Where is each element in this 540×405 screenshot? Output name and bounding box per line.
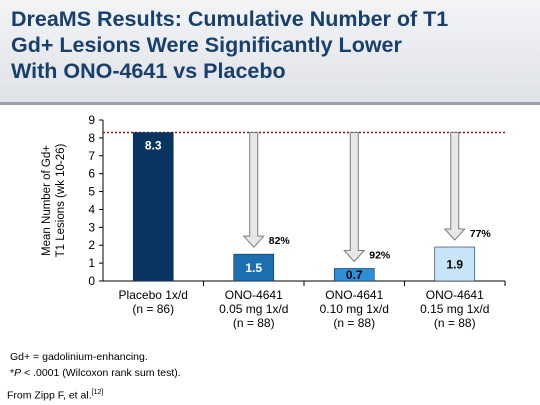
percent-reduction-label: 77% — [470, 228, 492, 240]
reduction-arrow — [443, 132, 466, 241]
bar-value-label: 1.5 — [245, 261, 262, 275]
title-band — [0, 0, 540, 102]
y-tick-label: 5 — [88, 185, 95, 199]
bar — [132, 132, 174, 282]
reduction-arrow — [343, 132, 366, 263]
title-line-1: DreaMS Results: Cumulative Number of T1 — [11, 7, 449, 31]
y-tick-label: 9 — [88, 113, 95, 127]
y-tick-label: 3 — [88, 220, 95, 234]
percent-reduction-label: 82% — [269, 235, 291, 247]
bar — [434, 246, 476, 282]
title-line-2: Gd+ Lesions Were Significantly Lower — [11, 33, 402, 57]
title-line-3: With ONO-4641 vs Placebo — [11, 59, 286, 83]
y-axis-label-line-1: Mean Number of Gd+ — [41, 145, 53, 256]
x-category-label: ONO-4641 — [325, 288, 383, 302]
y-tick-label: 7 — [88, 149, 95, 163]
x-category-label: ONO-4641 — [225, 288, 283, 302]
x-category-label: (n = 88) — [434, 316, 476, 330]
x-category-label: 0.15 mg 1x/d — [420, 302, 489, 316]
footnote-p-value: *P < .0001 (Wilcoxon rank sum test). — [10, 367, 181, 379]
x-category-label: 0.10 mg 1x/d — [320, 302, 389, 316]
footnote-source: From Zipp F, et al.[12] — [7, 389, 104, 402]
y-tick-label: 0 — [88, 274, 95, 288]
bar-value-label: 8.3 — [145, 139, 162, 153]
x-category-label: ONO-4641 — [426, 288, 484, 302]
bar — [333, 268, 375, 282]
bar-value-label: 1.9 — [446, 258, 463, 272]
bar — [233, 253, 275, 282]
x-category-label: 0.05 mg 1x/d — [219, 302, 288, 316]
y-tick-label: 4 — [88, 202, 95, 216]
y-tick-label: 8 — [88, 131, 95, 145]
y-tick-label: 2 — [88, 238, 95, 252]
lesion-bar-chart: 0 1 2 3 4 5 6 7 8 9 Mean Number of Gd+ T1 Lesions (… — [41, 113, 506, 330]
x-category-label: (n = 86) — [132, 302, 174, 316]
x-category-label: (n = 88) — [333, 316, 375, 330]
y-axis-label-line-2: T1 Lesions (wk 10-26) — [55, 143, 67, 257]
page-title: DreaMS Results: Cumulative Number of T1 … — [11, 6, 531, 84]
percent-reduction-label: 92% — [369, 249, 391, 261]
title-divider — [0, 102, 540, 105]
x-category-label: Placebo 1x/d — [119, 288, 188, 302]
footnote-abbreviation: Gd+ = gadolinium-enhancing. — [10, 351, 148, 363]
y-tick-label: 1 — [88, 256, 95, 270]
x-category-label: (n = 88) — [233, 316, 275, 330]
y-tick-label: 6 — [88, 167, 95, 181]
reduction-arrow — [242, 132, 265, 248]
bar-value-label: 0.7 — [346, 268, 363, 282]
